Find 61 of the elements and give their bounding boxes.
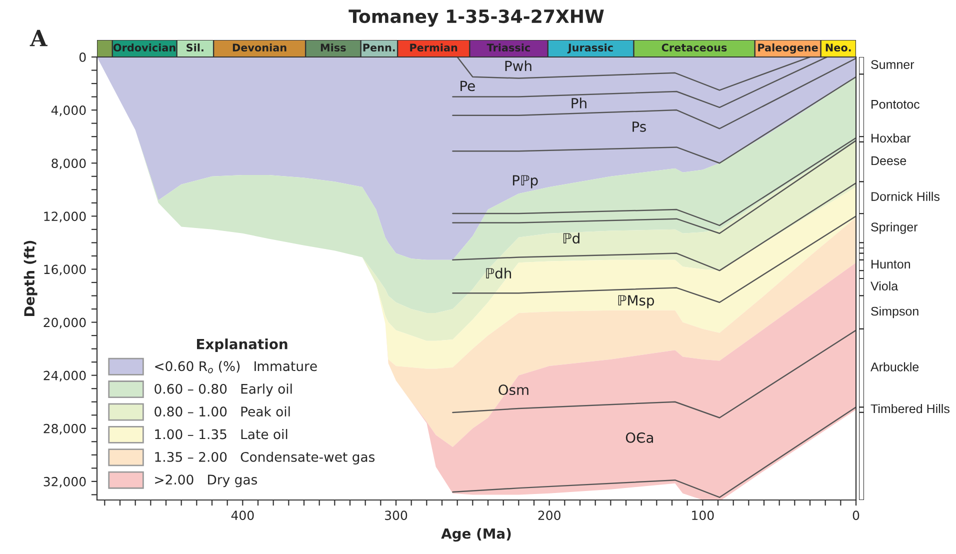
text: A [30, 30, 48, 46]
legend-label: >2.00 Dry gas [155, 474, 258, 488]
chart-title: Tomaney 1-35-34-27XHW [348, 9, 604, 27]
annotation: OЄa [626, 432, 653, 443]
series-label: Ordovician [113, 43, 176, 52]
legend-label: 1.00 – 1.35 Late oil [155, 429, 288, 440]
y-tick-label: 4,000 [51, 106, 86, 116]
series-label: Cretaceous [662, 44, 727, 52]
x-tick-label: 100 [692, 510, 714, 520]
series-label: Springer [871, 222, 918, 234]
series-label: Permian [410, 43, 458, 52]
series-label: Sil. [186, 43, 204, 52]
annotation: Pwh [505, 60, 532, 72]
y-tick-label: 12,000 [44, 212, 86, 222]
series-label: Penn. [363, 44, 395, 52]
y-tick-label: 16,000 [44, 264, 86, 276]
line-series [452, 406, 856, 498]
annotation: ℙd [563, 232, 580, 244]
y-tick-label: 32,000 [44, 476, 86, 488]
series-label: Paleogene [758, 43, 818, 54]
annotation: Pℙp [512, 175, 538, 188]
annotation: Pe [460, 80, 475, 92]
series-label: Miss [320, 43, 346, 52]
legend-label: 0.80 – 1.00 Peak oil [154, 406, 290, 417]
legend-title: Explanation [197, 338, 288, 352]
annotation: ℙdh [486, 268, 512, 279]
series-label: Neo. [826, 44, 851, 52]
series-label: Devonian [232, 43, 286, 52]
line-series [452, 330, 856, 418]
x-tick-label: 0 [852, 510, 860, 520]
y-tick-label: 20,000 [44, 318, 86, 328]
annotation: Osm [498, 384, 528, 396]
series-label: Timbered Hills [870, 404, 950, 414]
x-tick-label: 400 [231, 510, 254, 520]
line-series [456, 57, 811, 91]
x-axis-title: Age (Ma) [441, 528, 511, 542]
x-tick-label: 200 [538, 510, 560, 520]
x-tick-label: 300 [385, 510, 408, 520]
series-label: Hoxbar [872, 133, 911, 143]
series-label: Viola [870, 281, 898, 290]
series-label: Hunton [872, 260, 910, 269]
annotation: ℙMsp [618, 295, 654, 308]
series-label: Sumner [871, 60, 914, 69]
y-tick-label: 28,000 [44, 424, 86, 435]
line-series [452, 76, 856, 164]
y-tick-label: 0 [79, 52, 86, 62]
legend-label: <0.60 R$_{o}$ (%) Immature [155, 360, 317, 374]
annotation: Ph [572, 98, 586, 108]
annotation: Ps [632, 122, 646, 132]
series-label: Pontotoc [872, 100, 920, 109]
series-label: Deese [872, 156, 906, 166]
series-label: Arbuckle [870, 362, 919, 372]
series-label: Triassic [486, 43, 530, 52]
y-tick-label: 8,000 [52, 158, 86, 170]
series-label: Simpson [871, 306, 918, 318]
legend-label: 0.60 – 0.80 Early oil [154, 384, 292, 396]
series-label: Jurassic [567, 43, 613, 54]
series-label: Dornick Hills [872, 192, 940, 201]
legend-label: 1.35 – 2.00 Condensate-wet gas [155, 452, 375, 464]
y-tick-label: 24,000 [44, 370, 86, 382]
y-axis-title: Depth (ft) [24, 240, 38, 316]
